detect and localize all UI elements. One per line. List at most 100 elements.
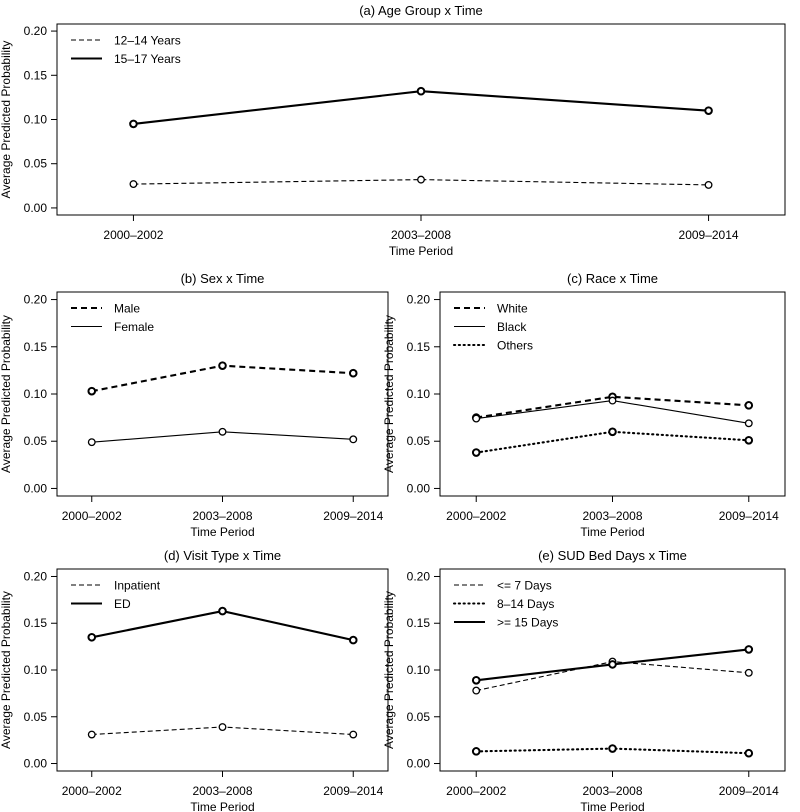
y-tick-label: 0.20 bbox=[407, 293, 431, 307]
legend-item: Female bbox=[71, 320, 154, 334]
data-point bbox=[744, 401, 754, 410]
x-axis-label: Time Period bbox=[389, 244, 453, 258]
legend-label: White bbox=[497, 302, 528, 316]
x-axis-label: Time Period bbox=[580, 525, 644, 539]
series-line bbox=[91, 610, 354, 642]
y-tick-label: 0.00 bbox=[24, 201, 48, 215]
data-point bbox=[348, 368, 358, 378]
legend-item: Black bbox=[454, 320, 527, 334]
x-tick-label: 2003–2008 bbox=[582, 509, 642, 523]
data-point bbox=[744, 645, 754, 654]
plot-frame bbox=[56, 568, 389, 772]
legend-item: Others bbox=[452, 339, 533, 353]
y-tick-label: 0.15 bbox=[407, 616, 431, 630]
data-point bbox=[704, 180, 713, 189]
x-axis: 2000–2002 2003–2008 2009–2014 Time Period bbox=[62, 495, 384, 539]
chart-title: (b) Sex x Time bbox=[181, 271, 265, 286]
y-tick-label: 0.05 bbox=[407, 434, 431, 448]
y-tick-label: 0.15 bbox=[24, 68, 48, 82]
data-point bbox=[471, 675, 481, 685]
panel-e: (e) SUD Bed Days x Time0.000.050.100.150… bbox=[382, 548, 786, 812]
legend: 12–14 Years 15–17 Years bbox=[71, 34, 181, 66]
series-0 bbox=[87, 723, 358, 739]
legend-label: <= 7 Days bbox=[497, 579, 552, 593]
series-line bbox=[476, 395, 749, 419]
legend-item: Male bbox=[71, 302, 140, 316]
series-1 bbox=[87, 427, 358, 447]
data-point bbox=[87, 386, 97, 396]
x-tick-label: 2009–2014 bbox=[719, 784, 779, 798]
data-point bbox=[608, 427, 617, 437]
legend-item: >= 15 Days bbox=[454, 616, 558, 630]
data-point bbox=[471, 448, 481, 457]
y-axis: 0.00 0.05 0.10 0.15 0.20 Average Predicted Pr… bbox=[382, 569, 441, 771]
y-axis: 0.00 0.05 0.10 0.15 0.20 Average Predicted Pr… bbox=[0, 293, 58, 495]
legend-label: Black bbox=[497, 320, 527, 334]
chart-title: (e) SUD Bed Days x Time bbox=[538, 548, 687, 563]
panel-c: (c) Race x Time 0.00 0.05 0.10 0.15 0.20 Avera… bbox=[382, 271, 786, 539]
y-axis: 0.00 0.05 0.10 0.15 0.20 Average Predicted Pr… bbox=[0, 24, 58, 215]
series-0 bbox=[87, 361, 358, 396]
x-tick-label: 2009–2014 bbox=[679, 228, 739, 242]
legend-item: White bbox=[454, 302, 528, 316]
x-tick-label: 2009–2014 bbox=[323, 509, 383, 523]
chart-title: (a) Age Group x Time bbox=[359, 3, 483, 18]
data-point bbox=[87, 730, 96, 739]
legend: <= 7 Days 8–14 Days >= 15 Days bbox=[452, 579, 558, 630]
y-tick-label: 0.20 bbox=[24, 569, 48, 583]
series-2 bbox=[471, 427, 754, 457]
legend: White Black Others bbox=[452, 302, 533, 353]
y-tick-label: 0.00 bbox=[407, 757, 431, 771]
legend-label: Others bbox=[497, 339, 533, 353]
y-tick-label: 0.05 bbox=[407, 710, 431, 724]
series-2 bbox=[471, 645, 754, 685]
series-1 bbox=[87, 606, 358, 645]
data-point bbox=[87, 438, 96, 447]
y-tick-label: 0.05 bbox=[24, 710, 48, 724]
legend-item: ED bbox=[71, 597, 131, 611]
x-axis: 2000–2002 2003–2008 2009–2014 Time Period bbox=[446, 770, 779, 812]
series-1 bbox=[472, 396, 753, 428]
data-point bbox=[129, 119, 138, 129]
y-tick-label: 0.10 bbox=[24, 113, 48, 127]
legend-label: 12–14 Years bbox=[114, 34, 181, 48]
y-tick-label: 0.00 bbox=[24, 481, 48, 495]
legend-label: Male bbox=[114, 302, 140, 316]
x-axis-label: Time Period bbox=[580, 800, 644, 812]
legend-item: 12–14 Years bbox=[71, 34, 181, 48]
x-tick-label: 2003–2008 bbox=[391, 228, 451, 242]
legend-label: 8–14 Days bbox=[497, 597, 554, 611]
panel-b: (b) Sex x Time 0.00 0.05 0.10 0.15 0.20 Averag… bbox=[0, 271, 389, 539]
y-axis-label: Average Predicted Probability bbox=[382, 315, 396, 473]
y-tick-label: 0.15 bbox=[407, 340, 431, 354]
data-point bbox=[472, 686, 481, 695]
x-axis: 2000–2002 2003–2008 2009–2014 Time Period bbox=[103, 214, 739, 258]
data-point bbox=[417, 175, 425, 184]
y-tick-label: 0.15 bbox=[24, 616, 48, 630]
data-point bbox=[744, 668, 753, 677]
x-axis: 2000–2002 2003–2008 2009–2014 Time Period bbox=[62, 770, 384, 812]
y-tick-label: 0.00 bbox=[24, 757, 48, 771]
series-1 bbox=[471, 744, 754, 758]
series-0 bbox=[129, 175, 713, 189]
chart-title: (d) Visit Type x Time bbox=[164, 548, 281, 563]
data-point bbox=[608, 660, 617, 669]
y-tick-label: 0.10 bbox=[407, 663, 431, 677]
legend-item: Inpatient bbox=[71, 579, 161, 593]
data-point bbox=[744, 748, 754, 758]
y-tick-label: 0.15 bbox=[24, 340, 48, 354]
data-point bbox=[218, 427, 227, 436]
y-axis: 0.00 0.05 0.10 0.15 0.20 Average Predicted Pr… bbox=[382, 293, 441, 495]
x-tick-label: 2003–2008 bbox=[192, 509, 252, 523]
panel-d: (d) Visit Type x Time 0.00 0.05 0.10 0.15 0.2… bbox=[0, 548, 389, 812]
series-1 bbox=[129, 86, 713, 129]
x-axis-label: Time Period bbox=[190, 800, 254, 812]
data-point bbox=[87, 632, 97, 642]
data-point bbox=[472, 414, 481, 423]
data-point bbox=[218, 606, 227, 616]
series-line bbox=[133, 90, 709, 125]
data-point bbox=[349, 435, 358, 444]
data-point bbox=[608, 744, 617, 753]
data-point bbox=[471, 747, 481, 756]
x-tick-label: 2000–2002 bbox=[446, 509, 506, 523]
